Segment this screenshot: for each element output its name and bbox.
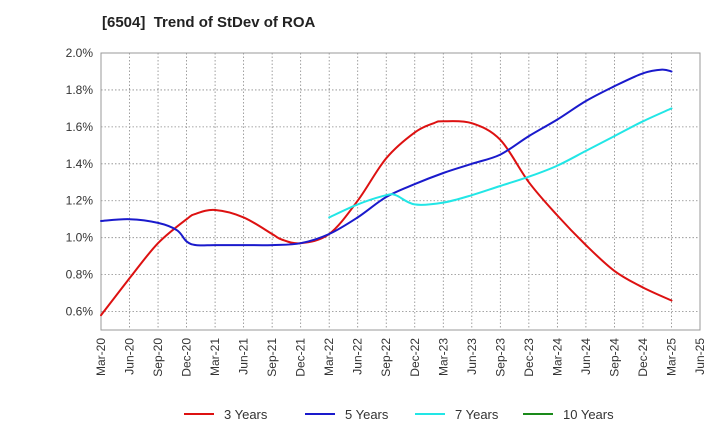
x-tick-label: Sep-21 [265,338,279,377]
grid [100,52,701,330]
x-tick-label: Dec-24 [636,338,650,377]
y-tick-label: 0.6% [66,305,94,319]
x-tick-label: Jun-20 [123,338,137,375]
legend-label-10-years: 10 Years [563,407,614,422]
x-tick-label: Mar-25 [664,338,678,376]
plot-frame [100,52,701,331]
x-tick-label: Sep-22 [379,338,393,377]
x-tick-label: Jun-22 [351,338,365,375]
y-tick-label: 1.6% [66,120,94,134]
x-tick-label: Sep-20 [151,338,165,377]
legend-label-7-years: 7 Years [455,407,499,422]
x-tick-label: Sep-24 [607,338,621,377]
axes: 0.6% 0.8% 1.0% 1.2% 1.4% 1.6% 1.8% 2.0% Mar-20 Ju… [66,46,707,377]
x-tick-label: Jun-24 [579,338,593,375]
x-tick-label: Jun-21 [237,338,251,375]
x-tick-label: Mar-22 [322,338,336,376]
x-tick-label: Dec-23 [522,338,536,377]
x-tick-label: Dec-21 [294,338,308,377]
series-line-3-years [100,120,673,317]
x-tick-label: Jun-25 [693,338,707,375]
series-line-7-years [328,107,673,219]
legend-label-5-years: 5 Years [345,407,389,422]
y-tick-label: 1.8% [66,83,94,97]
legend-label-3-years: 3 Years [224,407,268,422]
y-tick-label: 0.8% [66,268,94,282]
x-tick-label: Dec-20 [180,338,194,377]
y-tick-label: 1.4% [66,157,94,171]
series-lines [100,68,673,317]
x-tick-label: Mar-23 [436,338,450,376]
x-tick-label: Mar-21 [208,338,222,376]
y-tick-label: 2.0% [66,46,94,60]
x-tick-label: Mar-24 [550,338,564,376]
legend: 3 Years 5 Years 7 Years 10 Years [184,407,614,422]
chart-title: [6504] Trend of StDev of ROA [102,14,316,31]
x-tick-label: Sep-23 [493,338,507,377]
y-tick-label: 1.0% [66,231,94,245]
x-tick-label: Mar-20 [94,338,108,376]
x-tick-label: Jun-23 [465,338,479,375]
x-tick-label: Dec-22 [408,338,422,377]
series-line-5-years [100,68,673,247]
y-tick-label: 1.2% [66,194,94,208]
